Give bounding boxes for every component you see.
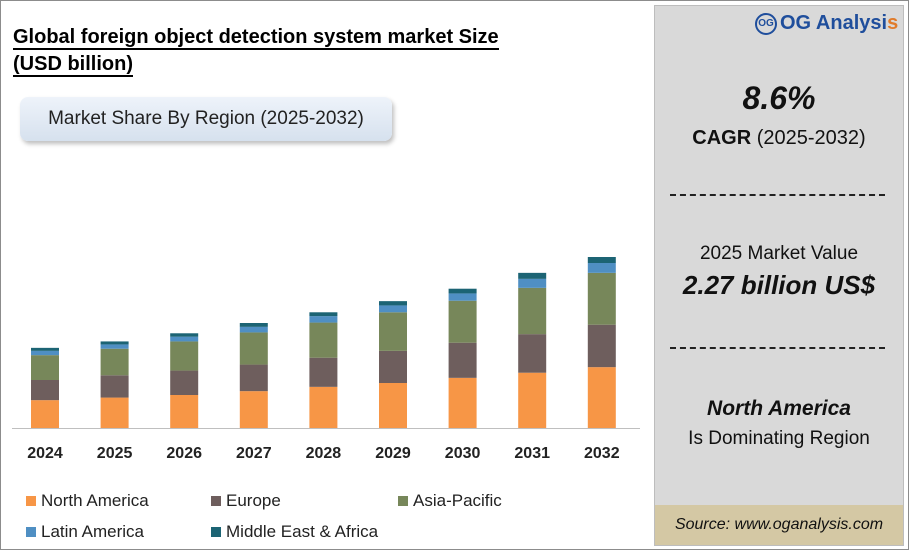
bar-2024-europe bbox=[31, 380, 59, 401]
bar-2028-middle-east-africa bbox=[309, 312, 338, 317]
x-tick-2027: 2027 bbox=[236, 445, 272, 462]
bar-2030-europe bbox=[448, 342, 477, 378]
bar-2026-middle-east-africa bbox=[170, 333, 199, 337]
cagr-label: CAGR (2025-2032) bbox=[692, 127, 866, 149]
bar-2028-latin-america bbox=[309, 316, 338, 323]
bar-2025-middle-east-africa bbox=[100, 341, 129, 345]
x-tick-2032: 2032 bbox=[584, 445, 620, 462]
bar-2030-north-america bbox=[448, 377, 477, 428]
legend-swatch bbox=[211, 496, 221, 506]
x-tick-2026: 2026 bbox=[166, 445, 202, 462]
dominating-label: Is Dominating Region bbox=[688, 428, 870, 449]
legend-label: Latin America bbox=[41, 522, 144, 541]
bar-2024-latin-america bbox=[31, 350, 59, 356]
x-tick-2028: 2028 bbox=[306, 445, 342, 462]
bar-2031-europe bbox=[518, 334, 547, 373]
bar-2028-asia-pacific bbox=[309, 322, 338, 358]
bar-2024-middle-east-africa bbox=[31, 347, 59, 351]
market-value-label: 2025 Market Value bbox=[699, 243, 859, 264]
og-analysis-logo: OG OG Analysis bbox=[755, 12, 898, 35]
bar-2031-latin-america bbox=[518, 278, 547, 288]
bar-2029-middle-east-africa bbox=[379, 301, 407, 306]
source-footer: Source: www.oganalysis.com bbox=[655, 505, 903, 545]
region-share-pill: Market Share By Region (2025-2032) bbox=[20, 97, 392, 141]
bar-2029-latin-america bbox=[379, 305, 407, 313]
bar-2026-europe bbox=[170, 370, 199, 395]
bar-2027-asia-pacific bbox=[239, 332, 268, 365]
og-logo-icon: OG bbox=[755, 12, 777, 35]
bar-2026-latin-america bbox=[170, 336, 199, 342]
legend-label: Asia-Pacific bbox=[413, 491, 502, 510]
bar-2032-latin-america bbox=[587, 263, 616, 273]
legend-swatch bbox=[26, 527, 36, 537]
bar-2029-north-america bbox=[379, 383, 407, 428]
x-tick-2025: 2025 bbox=[97, 445, 133, 462]
cagr-value: 8.6% bbox=[742, 80, 816, 116]
bar-2029-europe bbox=[379, 350, 407, 383]
legend-swatch bbox=[26, 496, 36, 506]
legend-label: Europe bbox=[226, 491, 281, 510]
bar-2031-middle-east-africa bbox=[518, 272, 547, 279]
bar-2026-north-america bbox=[170, 395, 199, 428]
stacked-bar-chart: 2024 2025 2026 2027 2028 2029 2030 2031 2032 bbox=[12, 257, 640, 462]
market-value: 2.27 billion US$ bbox=[682, 270, 876, 300]
bar-2027-north-america bbox=[239, 391, 268, 428]
bar-2032-europe bbox=[587, 324, 616, 368]
logo-text: OG Analysis bbox=[780, 12, 899, 34]
bar-2031-north-america bbox=[518, 372, 547, 428]
bar-2028-north-america bbox=[309, 386, 338, 428]
x-tick-2029: 2029 bbox=[375, 445, 411, 462]
info-panel: OG OG Analysis 8.6% CAGR (2025-2032) 202… bbox=[654, 5, 904, 546]
bar-2026-asia-pacific bbox=[170, 341, 199, 371]
bar-2027-europe bbox=[239, 364, 268, 392]
x-tick-2024: 2024 bbox=[27, 445, 63, 462]
legend-item-asia-pacific: Asia-Pacific bbox=[398, 491, 502, 511]
bar-2032-north-america bbox=[587, 367, 616, 428]
bar-2025-europe bbox=[100, 375, 129, 398]
bar-2032-middle-east-africa bbox=[587, 257, 616, 263]
bar-2024-asia-pacific bbox=[31, 355, 59, 380]
bar-2027-latin-america bbox=[239, 326, 268, 333]
bar-2030-latin-america bbox=[448, 293, 477, 301]
bar-2027-middle-east-africa bbox=[239, 323, 268, 327]
bar-2024-north-america bbox=[31, 400, 59, 428]
legend-item-europe: Europe bbox=[211, 491, 281, 511]
bar-2029-asia-pacific bbox=[379, 312, 407, 351]
legend-swatch bbox=[211, 527, 221, 537]
x-tick-2030: 2030 bbox=[445, 445, 481, 462]
bar-2025-latin-america bbox=[100, 344, 129, 349]
x-tick-2031: 2031 bbox=[514, 445, 550, 462]
region-share-label: Market Share By Region (2025-2032) bbox=[48, 108, 364, 129]
chart-title: Global foreign object detection system m… bbox=[13, 26, 499, 77]
legend-label: North America bbox=[41, 491, 149, 510]
legend-item-north-america: North America bbox=[26, 491, 149, 511]
legend-label: Middle East & Africa bbox=[226, 522, 379, 541]
bar-2025-asia-pacific bbox=[100, 348, 129, 376]
bar-2030-middle-east-africa bbox=[448, 288, 477, 294]
bar-2025-north-america bbox=[100, 397, 129, 428]
divider-1 bbox=[670, 194, 885, 196]
legend-item-middle-east-africa: Middle East & Africa bbox=[211, 522, 378, 542]
bar-2028-europe bbox=[309, 357, 338, 387]
divider-2 bbox=[670, 347, 885, 349]
legend-swatch bbox=[398, 496, 408, 506]
legend-item-latin-america: Latin America bbox=[26, 522, 144, 542]
dominating-region: North America bbox=[707, 397, 851, 420]
bar-2031-asia-pacific bbox=[518, 287, 547, 335]
bar-2030-asia-pacific bbox=[448, 300, 477, 343]
bar-2032-asia-pacific bbox=[587, 272, 616, 325]
